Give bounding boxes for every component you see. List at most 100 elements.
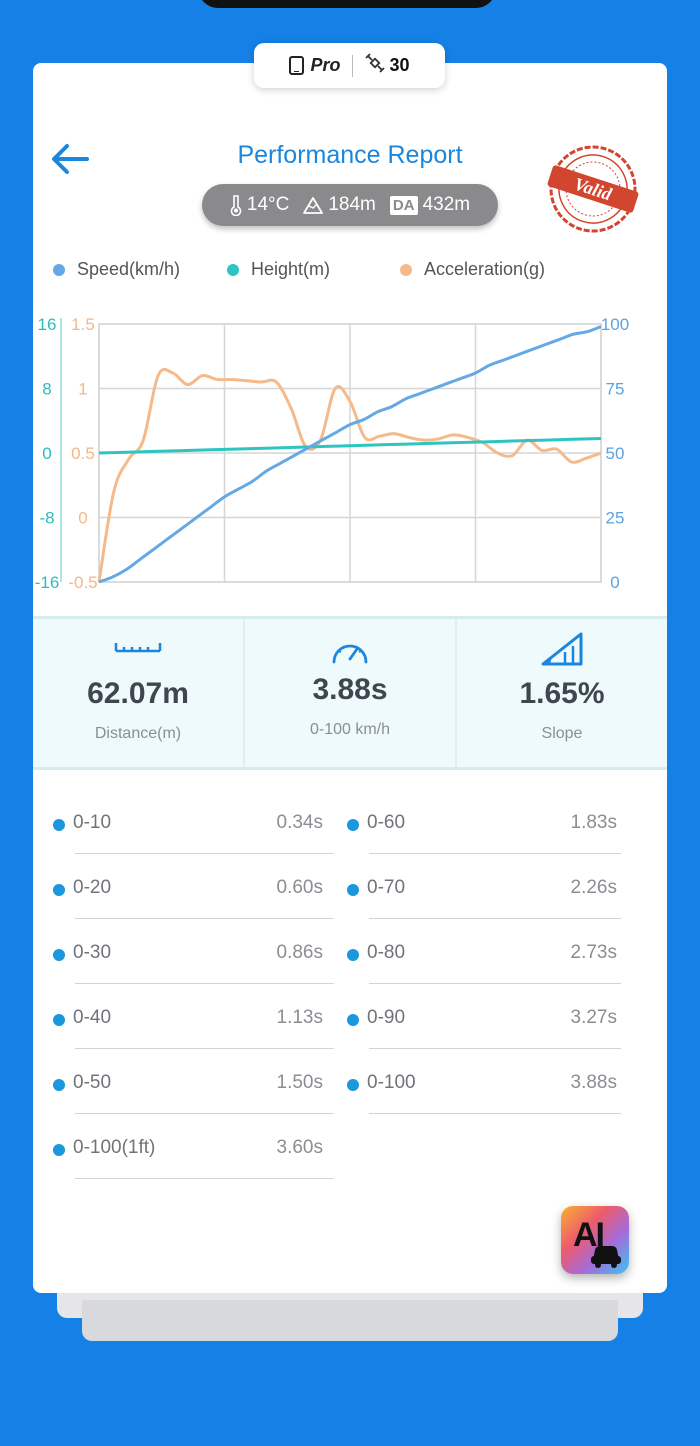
height-tick-label: 8 — [42, 380, 51, 399]
split-row: 0-100(1ft) 3.60s — [33, 1118, 343, 1183]
split-time: 3.60s — [276, 1137, 323, 1158]
temperature: 14°C — [230, 194, 289, 216]
split-time: 0.60s — [276, 877, 323, 898]
row-divider — [75, 853, 334, 854]
bullet-dot — [53, 1014, 65, 1026]
row-divider — [369, 1048, 621, 1049]
stat-value: 62.07m — [87, 677, 189, 710]
speedometer-icon — [332, 644, 368, 664]
stat-value: 3.88s — [312, 673, 388, 706]
row-divider — [369, 1113, 621, 1114]
split-range: 0-30 — [73, 942, 112, 963]
mountain-icon — [303, 197, 324, 214]
row-divider — [75, 1113, 334, 1114]
split-row: 0-10 0.34s — [33, 793, 343, 858]
altitude-value: 184m — [328, 194, 376, 215]
legend-height: Height(m) — [227, 259, 330, 280]
height-series-line — [98, 437, 602, 455]
performance-chart: 16 1.5 100 8 1 75 0 0.5 50 -8 0 25 -16 -0.5 0 — [35, 315, 629, 592]
divider — [352, 54, 354, 77]
bullet-dot — [53, 1144, 65, 1156]
height-tick-label: -16 — [35, 573, 60, 592]
device-notch — [198, 0, 496, 8]
split-time: 1.13s — [276, 1007, 323, 1028]
split-range: 0-40 — [73, 1007, 112, 1028]
device-status-pill: Pro 30 — [254, 43, 445, 88]
split-time: 1.83s — [570, 812, 617, 833]
density-altitude-value: 432m — [422, 194, 471, 215]
legend-speed: Speed(km/h) — [53, 259, 180, 280]
split-row: 0-60 1.83s — [327, 793, 647, 858]
environment-pill: 14°C 184m DA 432m — [202, 184, 498, 226]
split-range: 0-10 — [73, 812, 112, 833]
back-arrow-icon[interactable] — [49, 141, 91, 177]
stat-slope: 1.65% Slope — [457, 619, 667, 767]
satellite-count: 30 — [389, 55, 410, 75]
split-time: 0.34s — [276, 812, 323, 833]
split-range: 0-60 — [367, 812, 406, 833]
ai-assistant-button[interactable]: AI — [561, 1206, 629, 1274]
stat-value: 1.65% — [519, 677, 605, 710]
split-time: 2.73s — [570, 942, 617, 963]
split-time: 0.86s — [276, 942, 323, 963]
legend-dot — [53, 263, 65, 276]
report-card: Performance Report 14°C 184m DA 432m Val… — [33, 63, 667, 1293]
car-icon — [591, 1246, 621, 1268]
bullet-dot — [347, 884, 359, 896]
density-altitude: DA 432m — [389, 194, 471, 216]
legend-label: Height(m) — [251, 259, 331, 279]
temperature-value: 14°C — [246, 194, 290, 215]
accel-tick-label: 1 — [78, 380, 87, 399]
split-row: 0-50 1.50s — [33, 1053, 343, 1118]
split-range: 0-20 — [73, 877, 112, 898]
device-label: Pro — [310, 55, 341, 75]
row-divider — [369, 983, 621, 984]
satellite-icon — [365, 53, 386, 78]
chart-legend: Speed(km/h) Height(m) Acceleration(g) — [33, 259, 667, 283]
split-range: 0-70 — [367, 877, 406, 898]
speed-tick-label: 0 — [610, 573, 619, 592]
split-range: 0-50 — [73, 1072, 112, 1093]
row-divider — [369, 853, 621, 854]
speed-tick-label: 75 — [606, 380, 625, 399]
split-range: 0-80 — [367, 942, 406, 963]
accel-tick-label: 0.5 — [71, 444, 95, 463]
split-row: 0-90 3.27s — [327, 988, 647, 1053]
speed-tick-label: 25 — [606, 509, 625, 528]
split-time: 3.88s — [570, 1072, 617, 1093]
split-row: 0-30 0.86s — [33, 923, 343, 988]
accel-tick-label: 0 — [78, 509, 87, 528]
phone-icon — [289, 56, 305, 75]
legend-dot — [227, 263, 239, 276]
split-range: 0-90 — [367, 1007, 406, 1028]
stat-label: 0-100 km/h — [309, 721, 391, 738]
split-time: 3.27s — [570, 1007, 617, 1028]
bullet-dot — [53, 949, 65, 961]
stat-distance: 62.07m Distance(m) — [33, 619, 245, 767]
bullet-dot — [347, 1079, 359, 1091]
row-divider — [75, 1178, 334, 1179]
split-time: 1.50s — [276, 1072, 323, 1093]
page-title: Performance Report — [237, 141, 463, 169]
split-row: 0-20 0.60s — [33, 858, 343, 923]
height-tick-label: -8 — [39, 509, 54, 528]
stat-label: Slope — [541, 725, 583, 742]
thermometer-icon — [230, 195, 242, 216]
split-row: 0-40 1.13s — [33, 988, 343, 1053]
stats-panel: 62.07m Distance(m) 3.88s 0-100 km/h 1.65… — [33, 616, 667, 770]
height-tick-label: 16 — [38, 315, 57, 334]
bullet-dot — [347, 819, 359, 831]
valid-stamp: Valid — [547, 145, 639, 233]
row-divider — [75, 918, 334, 919]
da-badge: DA — [389, 195, 418, 215]
split-range: 0-100(1ft) — [73, 1137, 156, 1158]
split-range: 0-100 — [367, 1072, 416, 1093]
row-divider — [75, 983, 334, 984]
speed-series-line — [98, 325, 602, 584]
slope-icon — [541, 632, 583, 666]
legend-dot — [400, 263, 412, 276]
stat-label: Distance(m) — [94, 725, 182, 742]
bullet-dot — [347, 1014, 359, 1026]
row-divider — [75, 1048, 334, 1049]
legend-label: Speed(km/h) — [77, 259, 181, 279]
